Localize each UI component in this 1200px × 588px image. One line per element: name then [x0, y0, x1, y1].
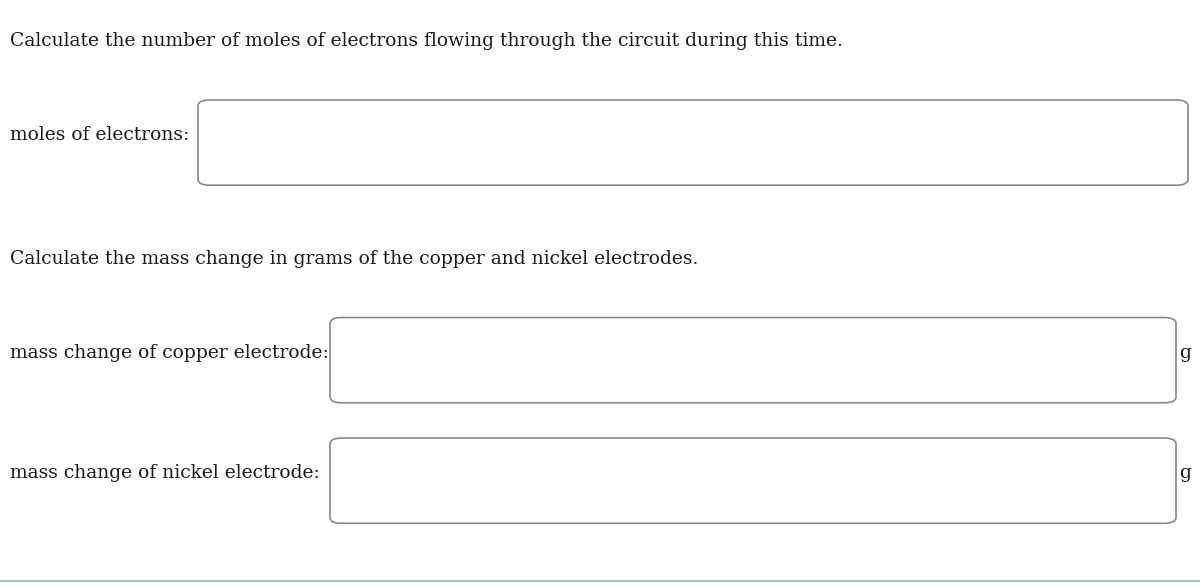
Text: g: g: [1180, 344, 1192, 362]
Text: Calculate the number of moles of electrons flowing through the circuit during th: Calculate the number of moles of electro…: [10, 32, 842, 51]
Text: g: g: [1180, 465, 1192, 482]
Text: moles of electrons:: moles of electrons:: [10, 126, 188, 144]
Text: mass change of copper electrode:: mass change of copper electrode:: [10, 344, 329, 362]
FancyBboxPatch shape: [198, 100, 1188, 185]
FancyBboxPatch shape: [330, 438, 1176, 523]
Text: Calculate the mass change in grams of the copper and nickel electrodes.: Calculate the mass change in grams of th…: [10, 250, 698, 268]
Text: mass change of nickel electrode:: mass change of nickel electrode:: [10, 465, 319, 482]
FancyBboxPatch shape: [330, 318, 1176, 403]
